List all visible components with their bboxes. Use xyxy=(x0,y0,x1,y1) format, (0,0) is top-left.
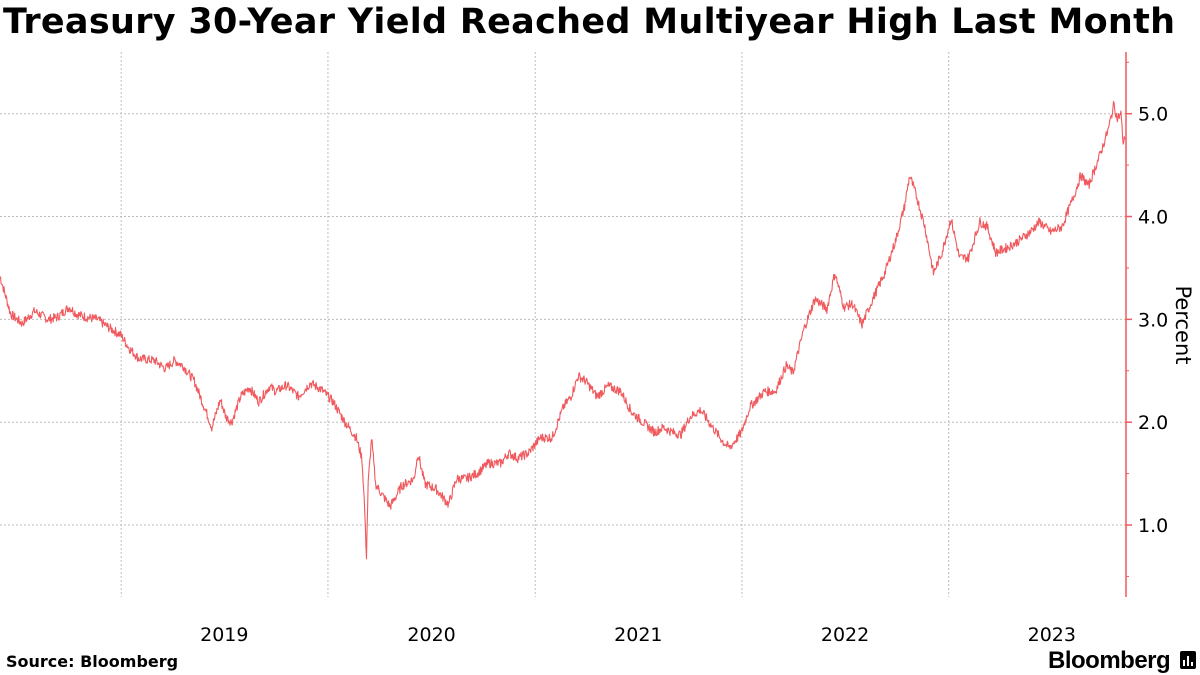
series-line xyxy=(0,100,1126,560)
plot-area xyxy=(0,100,1126,560)
y-tick-label: 2.0 xyxy=(1138,412,1168,434)
x-tick-label: 2021 xyxy=(614,624,662,646)
bloomberg-logo: Bloomberg xyxy=(1048,647,1171,674)
x-tick-labels: 2019 2020 2021 2022 2023 xyxy=(200,624,1076,646)
chart-title: Treasury 30-Year Yield Reached Multiyear… xyxy=(3,2,1176,42)
source-note: Source: Bloomberg xyxy=(6,652,179,671)
y-tick-label: 3.0 xyxy=(1138,309,1168,331)
x-tick-label: 2023 xyxy=(1028,624,1076,646)
x-tick-label: 2020 xyxy=(407,624,455,646)
y-tick-labels: 1.0 2.0 3.0 4.0 5.0 xyxy=(1138,104,1168,537)
x-tick-label: 2019 xyxy=(200,624,248,646)
y-tick-label: 4.0 xyxy=(1138,207,1168,229)
bloomberg-chart-icon xyxy=(1180,651,1196,669)
y-axis-label: Percent xyxy=(1171,285,1195,364)
y-tick-label: 5.0 xyxy=(1138,104,1168,126)
y-tick-label: 1.0 xyxy=(1138,515,1168,537)
grid-lines xyxy=(0,52,1126,597)
y-axis xyxy=(1125,52,1132,597)
x-tick-label: 2022 xyxy=(821,624,869,646)
